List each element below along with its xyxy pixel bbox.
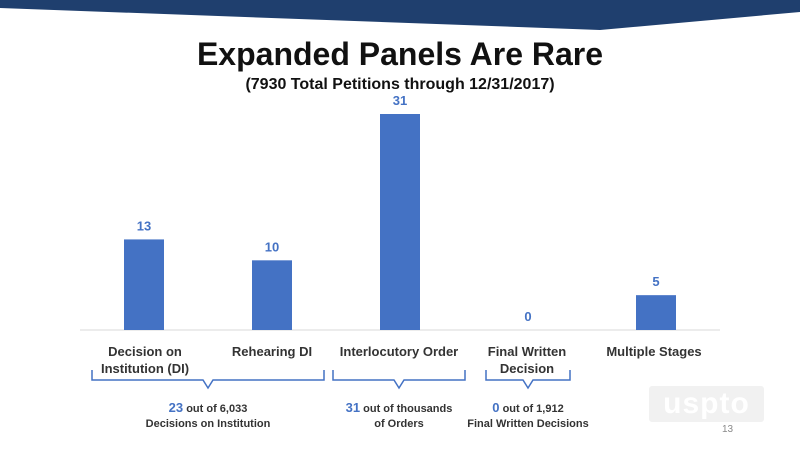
bar-4 — [636, 295, 676, 330]
bracket-decisions-on-institution — [91, 370, 325, 390]
note-count: 23 — [168, 400, 184, 415]
bar-2 — [380, 114, 420, 330]
bar-1 — [252, 260, 292, 330]
category-label-decision-on-institution: Decision on Institution (DI) — [100, 344, 190, 376]
category-label-rehearing-di: Rehearing DI — [231, 344, 313, 359]
note-count: 31 — [345, 400, 361, 415]
note-count: 0 — [492, 400, 500, 415]
uspto-logo: uspto — [649, 386, 764, 422]
category-label-interlocutory-order: Interlocutory Order — [339, 344, 459, 359]
slide-title: Expanded Panels Are Rare — [196, 36, 604, 72]
note-interlocutory-orders: 31 out of thousands of Orders — [345, 400, 453, 430]
data-label-4: 5 — [652, 274, 659, 289]
category-label-multiple-stages: Multiple Stages — [606, 344, 702, 359]
data-label-3: 0 — [524, 309, 531, 324]
data-label-0: 13 — [137, 218, 151, 233]
bracket-final-written-decisions — [485, 370, 571, 390]
bar-0 — [124, 239, 164, 330]
note-final-written-decisions: 0 out of 1,912 Final Written Decisions — [467, 400, 589, 430]
data-label-2: 31 — [393, 93, 407, 108]
data-label-1: 10 — [265, 239, 279, 254]
bracket-interlocutory-orders — [332, 370, 466, 390]
header-band — [0, 0, 800, 30]
note-decisions-on-institution: 23 out of 6,033 Decisions on Institution — [145, 400, 271, 430]
page-number: 13 — [722, 424, 734, 435]
slide-subtitle: (7930 Total Petitions through 12/31/2017… — [245, 76, 555, 93]
category-label-final-written-decision: Final Written Decision — [487, 344, 567, 376]
